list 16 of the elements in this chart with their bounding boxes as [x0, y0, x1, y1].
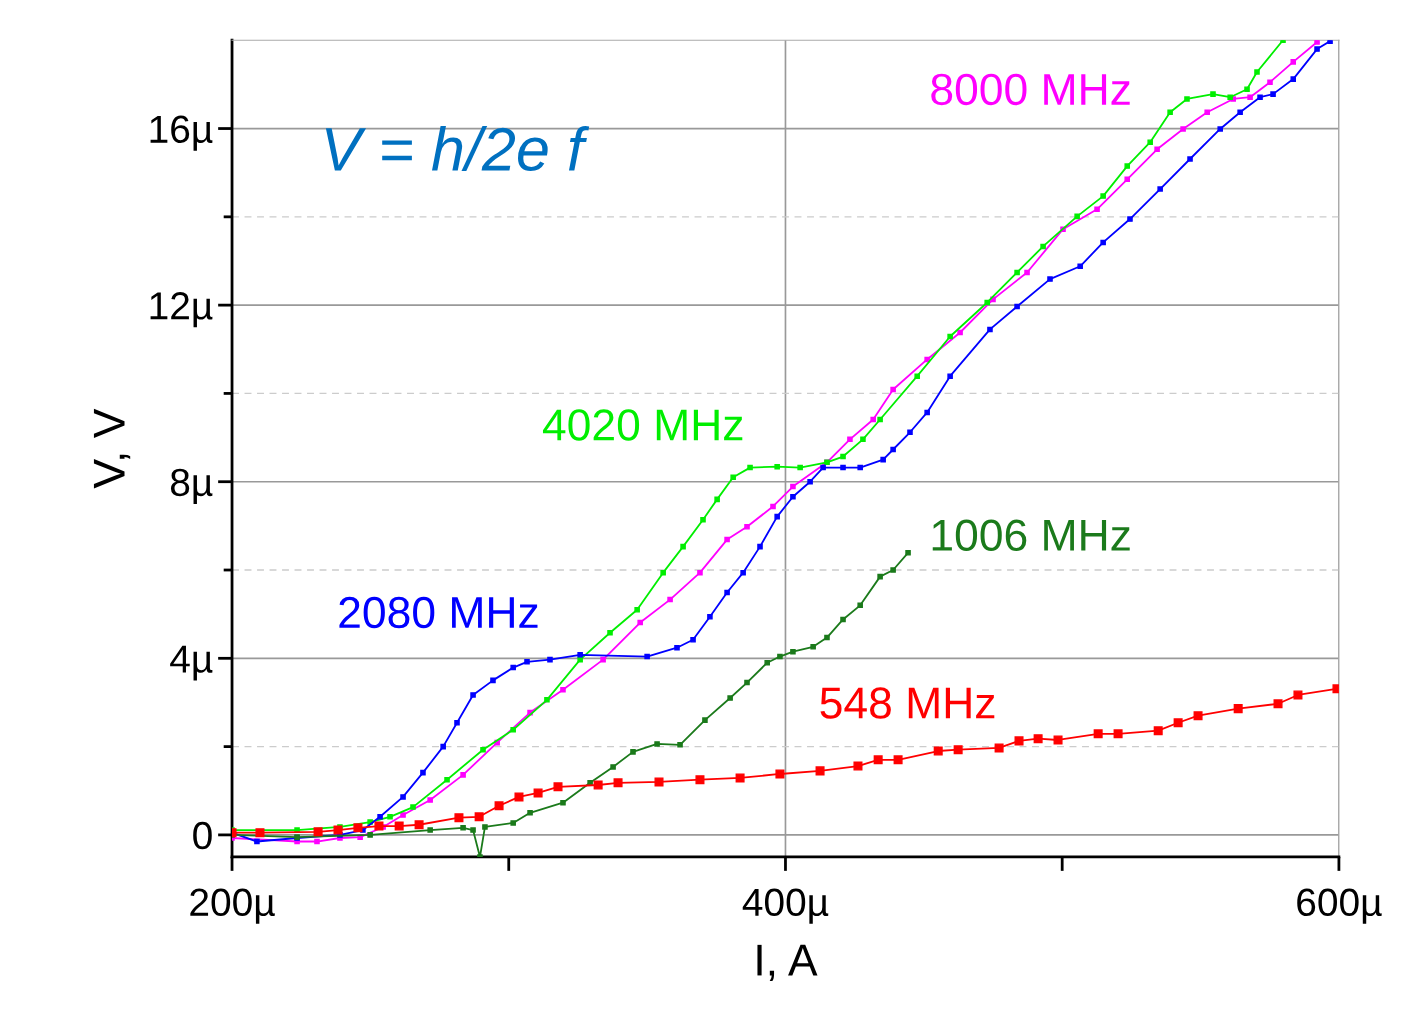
- series-label: 548 MHz: [820, 687, 995, 719]
- series-label: 1006 MHz: [932, 519, 1130, 552]
- series-label: 4020 MHz: [542, 409, 743, 441]
- series-label: 8000 MHz: [931, 73, 1130, 106]
- y-tick-label: 4µ: [170, 645, 213, 681]
- x-tick-label: 400µ: [742, 888, 829, 924]
- y-tick-label: 12µ: [150, 292, 213, 328]
- x-tick-label: 600µ: [1297, 888, 1382, 924]
- x-axis-title: I, A: [757, 944, 818, 982]
- annotation: V = h/2e f: [325, 126, 590, 171]
- y-tick-label: 16µ: [150, 115, 213, 151]
- series-label: 2080 MHz: [339, 596, 538, 629]
- y-axis-title: V, V: [93, 408, 131, 489]
- y-tick-label: 0: [193, 821, 212, 850]
- x-tick-label: 200µ: [190, 888, 275, 924]
- y-tick-label: 8µ: [170, 468, 213, 504]
